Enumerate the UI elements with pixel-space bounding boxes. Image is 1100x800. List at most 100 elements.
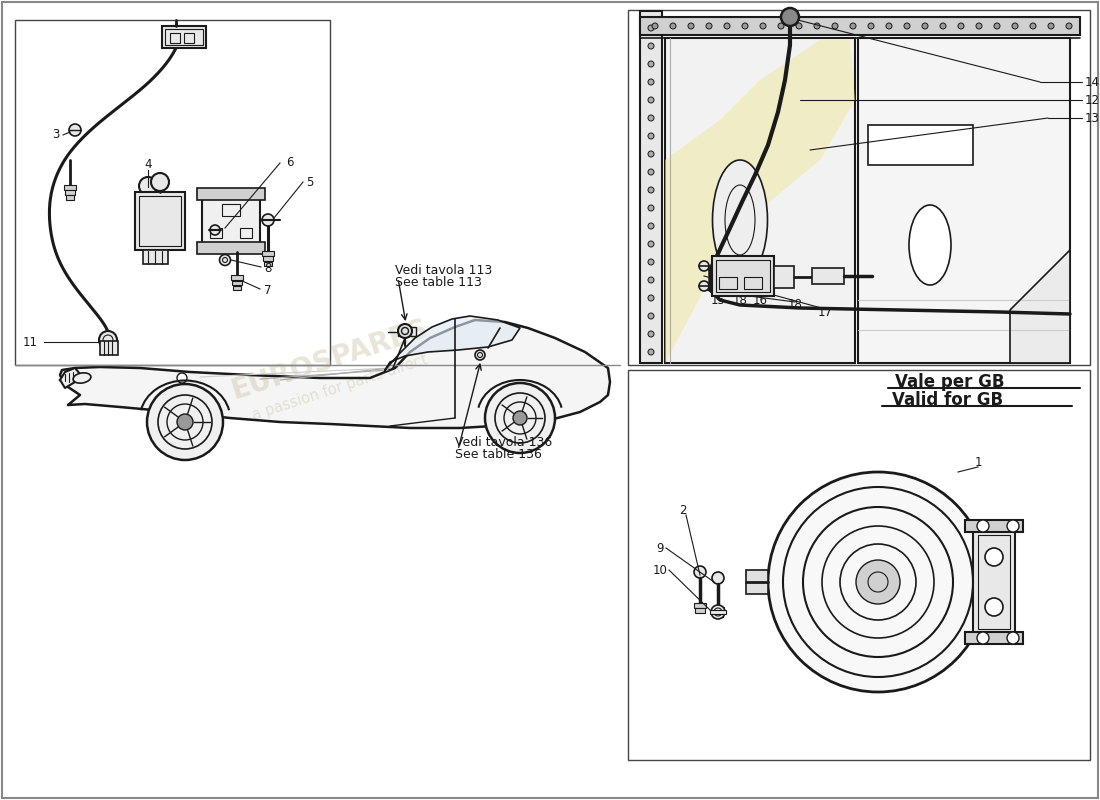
Circle shape	[648, 79, 654, 85]
Bar	[232, 281, 242, 285]
Bar	[812, 268, 844, 284]
Circle shape	[99, 331, 117, 349]
Bar	[231, 275, 243, 280]
Circle shape	[262, 214, 274, 226]
Bar	[222, 204, 240, 216]
Text: 6: 6	[286, 155, 294, 169]
Circle shape	[694, 566, 706, 578]
Bar	[965, 632, 1023, 644]
Bar	[165, 29, 204, 45]
Text: 13: 13	[1085, 111, 1100, 125]
Text: 9: 9	[657, 542, 663, 554]
Circle shape	[648, 43, 654, 49]
Circle shape	[648, 61, 654, 67]
Bar	[264, 262, 272, 266]
Circle shape	[977, 632, 989, 644]
Circle shape	[151, 173, 169, 191]
Text: 4: 4	[144, 158, 152, 170]
Circle shape	[648, 277, 654, 283]
Polygon shape	[385, 316, 520, 370]
Circle shape	[984, 548, 1003, 566]
Circle shape	[994, 23, 1000, 29]
Circle shape	[984, 598, 1003, 616]
Circle shape	[648, 295, 654, 301]
Text: 11: 11	[22, 335, 37, 349]
Text: Valid for GB: Valid for GB	[892, 391, 1003, 409]
Circle shape	[139, 177, 157, 195]
Circle shape	[648, 223, 654, 229]
Text: 14: 14	[1085, 75, 1100, 89]
Circle shape	[652, 23, 658, 29]
Bar	[628, 10, 1090, 365]
Ellipse shape	[909, 205, 952, 285]
Circle shape	[940, 23, 946, 29]
Circle shape	[856, 560, 900, 604]
Text: 17: 17	[817, 306, 833, 318]
Bar	[15, 20, 330, 365]
Circle shape	[220, 254, 231, 266]
Text: 2: 2	[680, 503, 686, 517]
Bar	[746, 570, 768, 594]
Circle shape	[832, 23, 838, 29]
Circle shape	[706, 23, 712, 29]
Circle shape	[712, 572, 724, 584]
Circle shape	[648, 205, 654, 211]
Bar	[170, 33, 180, 43]
Text: 1: 1	[975, 455, 981, 469]
Circle shape	[976, 23, 982, 29]
Circle shape	[781, 8, 799, 26]
Circle shape	[670, 23, 676, 29]
Bar	[263, 256, 273, 261]
Circle shape	[698, 261, 710, 271]
Text: 15: 15	[711, 294, 725, 306]
Bar	[66, 195, 74, 200]
Text: See table 113: See table 113	[395, 275, 482, 289]
Bar	[719, 277, 737, 289]
Circle shape	[1006, 520, 1019, 532]
Polygon shape	[666, 40, 855, 363]
Circle shape	[648, 133, 654, 139]
Bar	[666, 38, 855, 363]
Bar	[100, 341, 118, 355]
Circle shape	[886, 23, 892, 29]
Circle shape	[958, 23, 964, 29]
Circle shape	[210, 225, 220, 235]
Circle shape	[698, 281, 710, 291]
Bar	[713, 612, 723, 617]
Circle shape	[648, 115, 654, 121]
Text: 12: 12	[1085, 94, 1100, 106]
Polygon shape	[60, 368, 80, 388]
Circle shape	[648, 169, 654, 175]
Text: Vale per GB: Vale per GB	[895, 373, 1004, 391]
Circle shape	[648, 331, 654, 337]
Circle shape	[648, 241, 654, 247]
Circle shape	[760, 23, 766, 29]
Bar	[628, 370, 1090, 760]
Bar	[184, 33, 194, 43]
Bar	[640, 17, 1080, 35]
Bar	[978, 535, 1010, 629]
Circle shape	[513, 411, 527, 425]
Text: Vedi tavola 113: Vedi tavola 113	[395, 263, 493, 277]
Circle shape	[742, 23, 748, 29]
Circle shape	[648, 259, 654, 265]
Bar	[64, 185, 76, 190]
Circle shape	[398, 324, 412, 338]
Text: 18: 18	[733, 294, 747, 306]
Ellipse shape	[713, 160, 768, 280]
Circle shape	[1006, 632, 1019, 644]
Circle shape	[648, 313, 654, 319]
Circle shape	[711, 605, 725, 619]
Text: See table 136: See table 136	[455, 449, 542, 462]
Circle shape	[1066, 23, 1072, 29]
Bar	[240, 228, 252, 238]
Bar	[398, 327, 416, 336]
Bar	[712, 607, 724, 612]
Circle shape	[1048, 23, 1054, 29]
Circle shape	[904, 23, 910, 29]
Circle shape	[724, 23, 730, 29]
Circle shape	[796, 23, 802, 29]
Circle shape	[977, 520, 989, 532]
Bar	[965, 520, 1023, 532]
Circle shape	[648, 187, 654, 193]
